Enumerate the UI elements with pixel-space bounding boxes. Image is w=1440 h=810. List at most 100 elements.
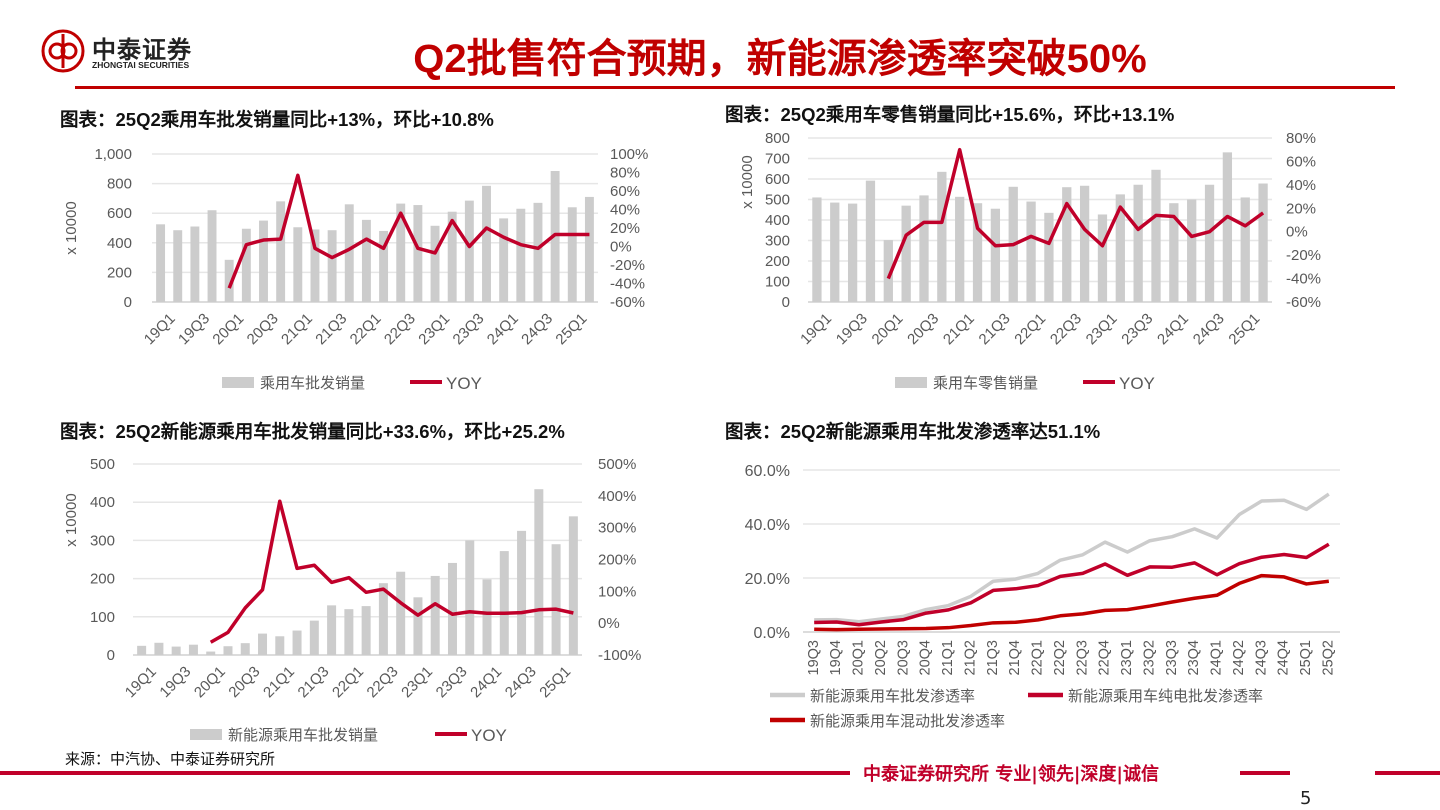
y-tick-label: 200	[107, 264, 132, 281]
bar-20Q3	[240, 643, 250, 655]
x-tick-label: 24Q1	[1154, 310, 1192, 348]
bar-19Q4	[207, 210, 217, 302]
series-line-1	[814, 542, 1330, 627]
bar-25Q2	[568, 516, 578, 655]
source-note: 来源：中汽协、中泰证券研究所	[65, 750, 276, 768]
x-tick-label: 23Q3	[1164, 640, 1180, 675]
x-tick-label: 24Q2	[1231, 640, 1247, 675]
series-line-2	[814, 573, 1330, 632]
x-tick-label: 20Q1	[869, 310, 907, 348]
bar-24Q3	[517, 530, 527, 655]
x-tick-label: 22Q1	[1030, 640, 1046, 675]
y2-tick-label: 20%	[1286, 200, 1316, 217]
chart4-title: 图表：25Q2新能源乘用车批发渗透率达51.1%	[725, 421, 1101, 442]
x-tick-label: 21Q2	[962, 640, 978, 675]
chart2-title: 图表：25Q2乘用车零售销量同比+15.6%，环比+13.1%	[725, 104, 1175, 125]
y-tick-label: 400	[107, 235, 132, 252]
bar-21Q3	[309, 620, 319, 655]
logo-emblem-icon	[41, 29, 85, 73]
x-tick-label: 25Q1	[536, 663, 574, 701]
x-tick-label: 19Q3	[833, 310, 871, 348]
bar-25Q1	[551, 544, 561, 655]
page-number: 5	[1300, 788, 1312, 809]
x-tick-label: 21Q1	[260, 663, 298, 701]
bar-22Q1	[344, 609, 354, 655]
x-tick-label: 24Q3	[502, 663, 540, 701]
y-tick-label: 100	[765, 274, 790, 291]
bar-23Q3	[464, 200, 474, 302]
bar-22Q2	[361, 606, 371, 655]
legend-label-bar: 乘用车零售销量	[933, 375, 1038, 392]
bar-20Q2	[901, 205, 911, 302]
x-tick-label: 21Q3	[976, 310, 1014, 348]
x-tick-label: 23Q1	[398, 663, 436, 701]
y2-tick-label: 200%	[598, 552, 636, 569]
y2-tick-label: -60%	[610, 294, 645, 311]
bar-23Q1	[413, 597, 423, 655]
bar-23Q4	[465, 540, 475, 655]
bar-21Q3	[990, 208, 1001, 302]
y-tick-label: 800	[107, 176, 132, 193]
y-tick-label: 100	[90, 609, 115, 626]
yoy-line	[209, 499, 574, 644]
y-tick-label: 700	[765, 151, 790, 168]
y2-tick-label: -20%	[610, 257, 645, 274]
x-tick-label: 23Q4	[1186, 640, 1202, 675]
yoy-line	[886, 147, 1265, 280]
y-tick-label: 60.0%	[745, 463, 790, 480]
x-tick-label: 23Q1	[1083, 310, 1121, 348]
x-tick-label: 21Q1	[940, 640, 956, 675]
bar-19Q2	[830, 202, 840, 302]
y-tick-label: 800	[765, 130, 790, 147]
y-tick-label: 0.0%	[754, 625, 790, 642]
y-tick-label: 1,000	[94, 146, 132, 163]
x-tick-label: 22Q1	[1011, 310, 1049, 348]
y2-tick-label: 500%	[598, 456, 636, 473]
x-tick-label: 19Q1	[141, 310, 179, 348]
y2-tick-label: 60%	[610, 183, 640, 200]
bar-23Q2	[447, 211, 457, 302]
bar-19Q1	[137, 645, 147, 655]
y-axis-label: x 10000	[739, 155, 756, 208]
logo-text-cn: 中泰证券	[92, 36, 192, 64]
x-tick-label: 25Q1	[552, 310, 590, 348]
x-tick-label: 22Q2	[1052, 640, 1068, 675]
legend-label-1: 新能源乘用车纯电批发渗透率	[1068, 688, 1263, 705]
y-tick-label: 300	[765, 233, 790, 250]
y-tick-label: 600	[107, 205, 132, 222]
bar-20Q4	[937, 171, 947, 302]
bar-23Q1	[1097, 214, 1108, 302]
x-tick-label: 19Q1	[797, 310, 835, 348]
y-tick-label: 0	[124, 294, 132, 311]
bar-24Q1	[482, 579, 492, 655]
y2-tick-label: -40%	[610, 276, 645, 293]
x-tick-label: 20Q2	[873, 640, 889, 675]
x-tick-label: 20Q1	[209, 310, 247, 348]
legend-label-bar: 新能源乘用车批发销量	[228, 727, 378, 744]
x-tick-label: 23Q1	[1119, 640, 1135, 675]
x-tick-label: 21Q4	[1007, 640, 1023, 675]
legend-label-2: 新能源乘用车混动批发渗透率	[810, 713, 1005, 730]
y2-tick-label: 80%	[1286, 130, 1316, 147]
y2-tick-label: 100%	[598, 583, 636, 600]
y2-tick-label: -60%	[1286, 294, 1321, 311]
bar-25Q1	[567, 207, 577, 302]
y-tick-label: 400	[90, 494, 115, 511]
legend-label-line: YOY	[1119, 374, 1155, 393]
bar-23Q4	[482, 185, 491, 302]
bar-24Q3	[1204, 184, 1215, 302]
x-tick-label: 22Q3	[1047, 310, 1085, 348]
bar-20Q2	[223, 646, 233, 655]
page-title: Q2批售符合预期，新能源渗透率突破50%	[413, 37, 1147, 81]
y-tick-label: 0	[782, 294, 790, 311]
y2-tick-label: 400%	[598, 488, 636, 505]
bar-23Q3	[1133, 184, 1143, 302]
y2-tick-label: 0%	[610, 239, 632, 256]
bar-24Q1	[1169, 203, 1179, 302]
x-tick-label: 24Q3	[1253, 640, 1269, 675]
bar-25Q2	[1258, 183, 1268, 302]
x-tick-label: 20Q4	[918, 640, 934, 675]
x-tick-label: 19Q3	[175, 310, 213, 348]
x-tick-label: 22Q3	[381, 310, 419, 348]
bar-22Q4	[1079, 185, 1090, 302]
